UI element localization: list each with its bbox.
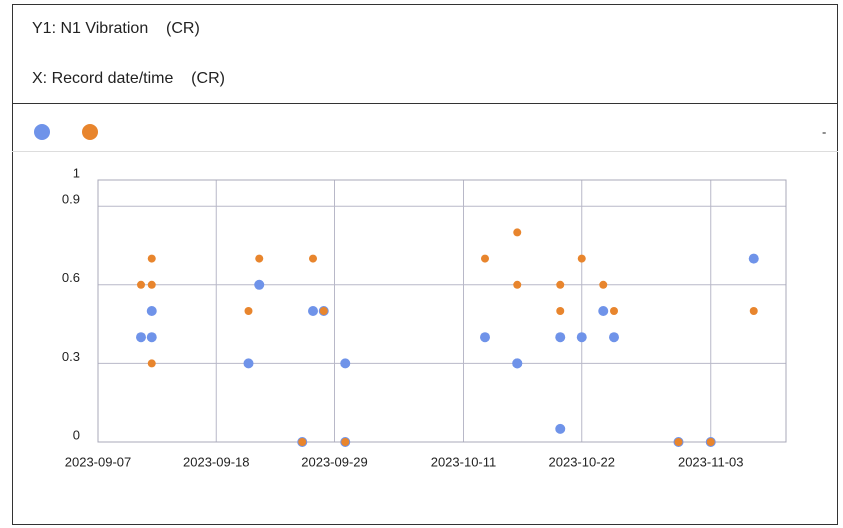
legend-marker: [82, 124, 98, 140]
y-tick-label: 0: [73, 427, 80, 442]
point: [146, 306, 157, 316]
x-tick-label: 2023-09-07: [65, 454, 132, 469]
point: [147, 254, 156, 263]
point: [147, 280, 156, 289]
point: [513, 228, 522, 237]
point: [136, 332, 146, 343]
point: [512, 358, 523, 369]
point: [255, 254, 264, 263]
point: [340, 358, 351, 369]
point: [555, 423, 566, 434]
point: [598, 306, 609, 316]
point: [674, 438, 683, 446]
point: [609, 332, 619, 343]
point: [749, 307, 758, 315]
y-axis-field[interactable]: Y1: N1 Vibration (CR): [32, 20, 200, 37]
plot-frame: [97, 179, 787, 443]
point: [254, 279, 265, 290]
point: [147, 359, 156, 368]
x-tick-label: 2023-10-22: [549, 454, 616, 469]
x-tick-label: 2023-11-03: [678, 454, 744, 469]
point: [748, 253, 759, 264]
point: [556, 280, 565, 289]
y-tick-label: 0.3: [62, 349, 80, 364]
y-tick-label: 1: [73, 165, 80, 180]
legend-marker: [34, 124, 50, 140]
x-axis-field[interactable]: X: Record date/time (CR): [32, 70, 225, 87]
point: [319, 307, 328, 315]
point: [513, 280, 522, 289]
x-tick-label: 2023-09-18: [183, 454, 250, 469]
point: [309, 254, 317, 263]
legend-more[interactable]: -: [822, 124, 826, 139]
point: [146, 332, 157, 343]
panel: [12, 4, 838, 525]
point: [555, 332, 566, 343]
point: [556, 307, 565, 315]
point: [243, 358, 254, 369]
point: [576, 332, 587, 343]
point: [298, 438, 307, 446]
point: [481, 254, 489, 263]
y-tick-label: 0.9: [62, 192, 80, 207]
point: [706, 438, 715, 446]
y-tick-label: 0.6: [62, 270, 80, 285]
x-tick-label: 2023-10-11: [431, 454, 497, 469]
point: [341, 438, 350, 446]
point: [610, 307, 618, 315]
point: [480, 332, 490, 343]
point: [244, 307, 253, 315]
point: [308, 306, 318, 316]
point: [599, 280, 608, 289]
point: [577, 254, 586, 263]
x-tick-label: 2023-09-29: [301, 454, 368, 469]
point: [137, 280, 145, 289]
